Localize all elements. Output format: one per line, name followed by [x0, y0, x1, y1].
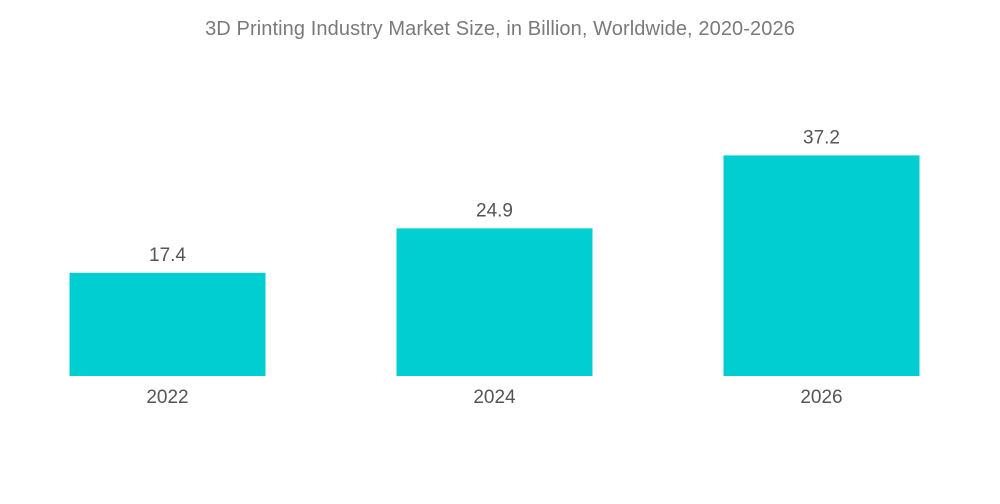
x-tick-label-2022: 2022 — [146, 387, 188, 408]
value-labels-group: 17.4 24.9 37.2 — [149, 127, 840, 265]
bar-2024 — [396, 228, 593, 376]
x-tick-label-2026: 2026 — [800, 387, 842, 408]
x-axis-tick-labels: 2022 2024 2026 — [146, 387, 842, 408]
value-label-2026: 37.2 — [803, 127, 840, 148]
bar-2022 — [69, 272, 266, 376]
value-label-2022: 17.4 — [149, 245, 186, 266]
x-tick-label-2024: 2024 — [473, 387, 516, 408]
bars-group — [69, 155, 920, 376]
value-label-2024: 24.9 — [476, 200, 513, 221]
chart-title: 3D Printing Industry Market Size, in Bil… — [205, 18, 795, 40]
bar-2026 — [723, 155, 920, 376]
